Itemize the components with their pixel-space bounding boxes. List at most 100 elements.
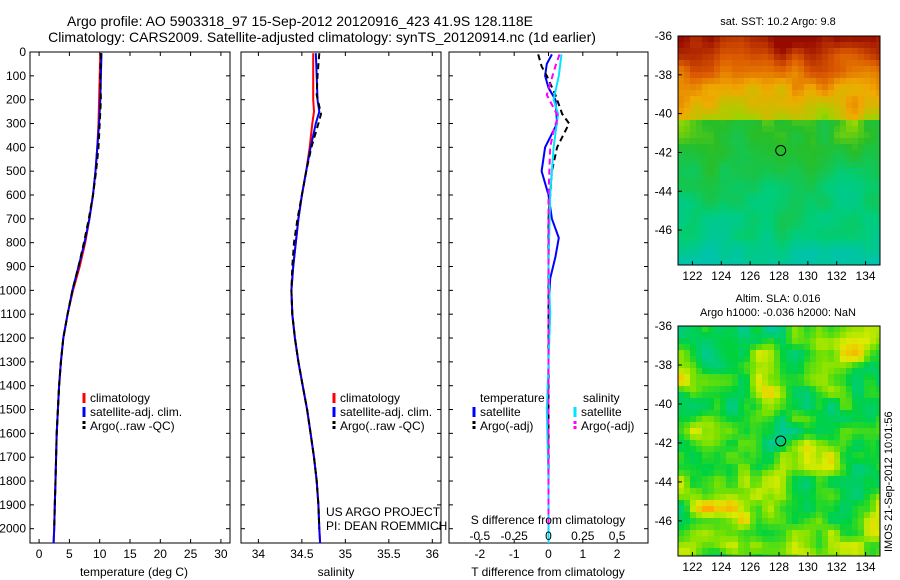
map-cell bbox=[798, 464, 804, 470]
map-cell bbox=[714, 228, 720, 234]
map-cell bbox=[678, 434, 684, 440]
map-cell bbox=[684, 374, 690, 380]
map-cell bbox=[804, 422, 810, 428]
map-cell bbox=[714, 338, 720, 344]
map-cell bbox=[792, 162, 798, 168]
map-cell bbox=[720, 162, 726, 168]
map-cell bbox=[786, 542, 792, 548]
map-cell bbox=[828, 186, 834, 192]
map-cell bbox=[786, 126, 792, 132]
map-cell bbox=[834, 356, 840, 362]
map-cell bbox=[768, 488, 774, 494]
map-cell bbox=[744, 156, 750, 162]
map-cell bbox=[696, 240, 702, 246]
map-cell bbox=[732, 440, 738, 446]
map-cell bbox=[846, 144, 852, 150]
map-cell bbox=[792, 410, 798, 416]
map-cell bbox=[696, 404, 702, 410]
map-cell bbox=[810, 84, 816, 90]
map-cell bbox=[786, 524, 792, 530]
map-cell bbox=[798, 440, 804, 446]
map-cell bbox=[702, 54, 708, 60]
map-cell bbox=[786, 428, 792, 434]
map-cell bbox=[762, 126, 768, 132]
map-cell bbox=[780, 150, 786, 156]
map-cell bbox=[714, 216, 720, 222]
difference-xlabel-t: T difference from climatology bbox=[471, 565, 625, 579]
map-cell bbox=[768, 108, 774, 114]
map-cell bbox=[834, 518, 840, 524]
map-cell bbox=[726, 54, 732, 60]
map-cell bbox=[756, 536, 762, 542]
map-cell bbox=[858, 114, 864, 120]
map-cell bbox=[780, 530, 786, 536]
map-cell bbox=[816, 404, 822, 410]
map-cell bbox=[804, 548, 810, 554]
map-cell bbox=[780, 392, 786, 398]
map-cell bbox=[702, 108, 708, 114]
map-cell bbox=[690, 422, 696, 428]
map-cell bbox=[690, 120, 696, 126]
map-cell bbox=[732, 48, 738, 54]
map-cell bbox=[870, 470, 876, 476]
map-cell bbox=[762, 470, 768, 476]
map-cell bbox=[774, 42, 780, 48]
map-cell bbox=[744, 252, 750, 258]
map-cell bbox=[780, 542, 786, 548]
map-cell bbox=[744, 344, 750, 350]
map-cell bbox=[738, 428, 744, 434]
map-cell bbox=[864, 192, 870, 198]
y-tick-label: 1500 bbox=[0, 403, 26, 417]
map-cell bbox=[858, 186, 864, 192]
map-cell bbox=[798, 518, 804, 524]
map-cell bbox=[876, 138, 880, 144]
map-cell bbox=[798, 240, 804, 246]
sst-map: 122 124 126 128 130 132 134-36-38-40-42-44-46 bbox=[655, 29, 881, 283]
map-cell bbox=[828, 102, 834, 108]
map-cell bbox=[852, 180, 858, 186]
map-cell bbox=[756, 524, 762, 530]
map-cell bbox=[804, 332, 810, 338]
map-cell bbox=[732, 168, 738, 174]
map-cell bbox=[798, 72, 804, 78]
map-cell bbox=[798, 380, 804, 386]
map-cell bbox=[762, 204, 768, 210]
map-cell bbox=[792, 42, 798, 48]
map-cell bbox=[702, 398, 708, 404]
map-cell bbox=[840, 494, 846, 500]
map-cell bbox=[816, 192, 822, 198]
map-cell bbox=[726, 356, 732, 362]
map-cell bbox=[714, 108, 720, 114]
map-cell bbox=[750, 168, 756, 174]
map-cell bbox=[834, 470, 840, 476]
map-cell bbox=[798, 512, 804, 518]
map-cell bbox=[846, 84, 852, 90]
map-cell bbox=[744, 518, 750, 524]
map-cell bbox=[792, 506, 798, 512]
map-cell bbox=[792, 138, 798, 144]
map-cell bbox=[846, 108, 852, 114]
map-cell bbox=[840, 192, 846, 198]
map-cell bbox=[690, 150, 696, 156]
map-cell bbox=[768, 60, 774, 66]
map-cell bbox=[876, 362, 880, 368]
map-cell bbox=[714, 90, 720, 96]
map-cell bbox=[840, 156, 846, 162]
map-cell bbox=[858, 198, 864, 204]
map-cell bbox=[756, 90, 762, 96]
map-cell bbox=[768, 120, 774, 126]
map-cell bbox=[708, 216, 714, 222]
map-cell bbox=[750, 464, 756, 470]
map-cell bbox=[792, 228, 798, 234]
map-cell bbox=[792, 258, 798, 264]
map-cell bbox=[732, 198, 738, 204]
map-cell bbox=[768, 524, 774, 530]
y-tick-label: -36 bbox=[655, 319, 673, 333]
map-cell bbox=[864, 332, 870, 338]
map-cell bbox=[852, 198, 858, 204]
map-cell bbox=[852, 210, 858, 216]
map-cell bbox=[714, 132, 720, 138]
map-cell bbox=[714, 458, 720, 464]
map-cell bbox=[684, 120, 690, 126]
map-cell bbox=[798, 210, 804, 216]
